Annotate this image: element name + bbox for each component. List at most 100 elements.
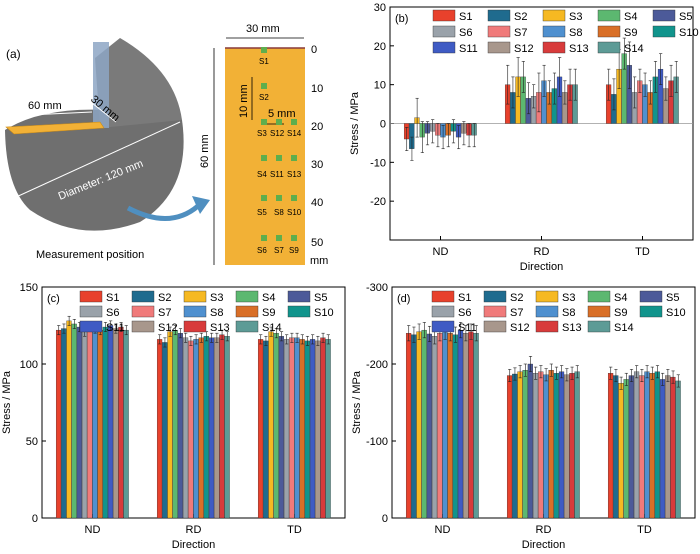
legend-swatch <box>597 9 621 22</box>
legend-swatch <box>483 290 507 303</box>
y-tick-label: 150 <box>20 282 38 294</box>
measurement-caption: Measurement position <box>36 249 144 261</box>
legend-label: S11 <box>459 43 478 55</box>
panel-label: (d) <box>397 293 410 305</box>
bar <box>457 329 464 519</box>
legend-swatch <box>432 9 456 22</box>
bar <box>97 329 103 519</box>
bar <box>177 333 183 519</box>
y-tick-label: 30 <box>374 2 386 14</box>
bar <box>224 336 230 519</box>
legend-label: S1 <box>459 11 472 23</box>
point-label: S1 <box>259 57 269 66</box>
legend-label: S2 <box>158 292 171 304</box>
legend-label: S1 <box>106 292 119 304</box>
measurement-points: S1 S2 S3 S12 S14 S4 S11 S13 S5 S8 S10 S6 <box>257 47 302 255</box>
transfer-arrowhead <box>192 196 210 214</box>
bar <box>532 373 539 519</box>
depth-tick: 10 <box>311 83 323 95</box>
legend-swatch <box>597 41 621 54</box>
legend-label: S11 <box>106 322 125 334</box>
legend-swatch <box>431 320 455 333</box>
legend-label: S11 <box>458 322 477 334</box>
legend-swatch <box>432 41 456 54</box>
y-tick-label: 0 <box>382 513 388 525</box>
bar <box>304 340 310 519</box>
point-label: S7 <box>274 246 284 255</box>
bar <box>102 326 108 519</box>
bar <box>442 331 448 519</box>
bar <box>257 339 264 519</box>
bar <box>162 342 168 519</box>
point-label: S2 <box>259 93 269 102</box>
legend-swatch <box>432 25 456 38</box>
bar <box>66 320 72 519</box>
dim-60-text: 60 mm <box>28 100 62 112</box>
legend-swatch <box>79 305 103 318</box>
legend-label: S3 <box>569 11 582 23</box>
legend-label: S2 <box>514 11 527 23</box>
point-mark <box>261 155 267 161</box>
legend-swatch <box>535 290 559 303</box>
step-5-text: 5 mm <box>268 108 296 120</box>
bar <box>553 373 559 519</box>
bar <box>558 371 565 519</box>
x-tick-label: ND <box>435 524 451 536</box>
bar <box>118 326 124 519</box>
half-cylinder-top <box>95 38 182 128</box>
legend-swatch <box>597 25 621 38</box>
point-label: S4 <box>257 170 267 179</box>
point-label: S11 <box>270 170 284 179</box>
legend-label: S10 <box>314 307 334 319</box>
bar <box>156 339 163 519</box>
point-mark <box>276 119 282 125</box>
legend-label: S10 <box>666 307 686 319</box>
depth-unit: mm <box>310 255 328 267</box>
point-mark <box>261 119 267 125</box>
y-tick-label: -10 <box>370 157 386 169</box>
legend-swatch <box>639 305 663 318</box>
legend-swatch <box>235 305 259 318</box>
legend-label: S6 <box>459 27 472 39</box>
legend-label: S1 <box>458 292 471 304</box>
point-mark <box>261 195 267 201</box>
point-mark <box>276 195 282 201</box>
point-mark <box>261 47 267 53</box>
y-tick-label: 0 <box>380 119 386 131</box>
point-mark <box>276 155 282 161</box>
legend-label: S12 <box>514 43 534 55</box>
bar <box>527 363 533 519</box>
legend-label: S14 <box>262 322 282 334</box>
bar <box>61 328 67 519</box>
half-cylinder-solid <box>5 109 184 231</box>
legend-swatch <box>183 290 207 303</box>
legend-label: S7 <box>510 307 523 319</box>
y-tick-label: 20 <box>374 41 386 53</box>
bar <box>416 331 422 519</box>
bar <box>219 334 225 519</box>
panel-label: (b) <box>395 13 408 25</box>
y-axis-label: Stress / MPa <box>1 370 13 434</box>
x-axis-label: Direction <box>172 539 215 551</box>
diameter-line <box>13 121 181 199</box>
legend-label: S13 <box>562 322 582 334</box>
legend-swatch <box>652 25 676 38</box>
bar <box>649 373 655 519</box>
point-mark <box>261 83 267 89</box>
bar <box>268 331 274 519</box>
legend-label: S9 <box>624 27 637 39</box>
depth-ticks: 0 10 20 30 40 50 mm <box>310 44 328 267</box>
strip-height-text: 60 mm <box>199 134 211 168</box>
dim-30-line <box>91 102 117 123</box>
legend-swatch <box>287 305 311 318</box>
panel-d-chart: (d) 0 -100 -200 -300 Direction Stress / MPa ND R… <box>351 282 696 551</box>
bar <box>113 328 119 519</box>
legend-swatch <box>535 320 559 333</box>
panel-b-chart: (b) -20 -10 0 10 20 30 Direction Stress / MPa ND R… <box>349 2 699 273</box>
legend-swatch <box>431 305 455 318</box>
bar <box>447 333 453 519</box>
x-tick-label: RD <box>186 524 202 536</box>
legend-swatch <box>487 25 511 38</box>
legend-label: S12 <box>510 322 530 334</box>
legend-swatch <box>235 290 259 303</box>
